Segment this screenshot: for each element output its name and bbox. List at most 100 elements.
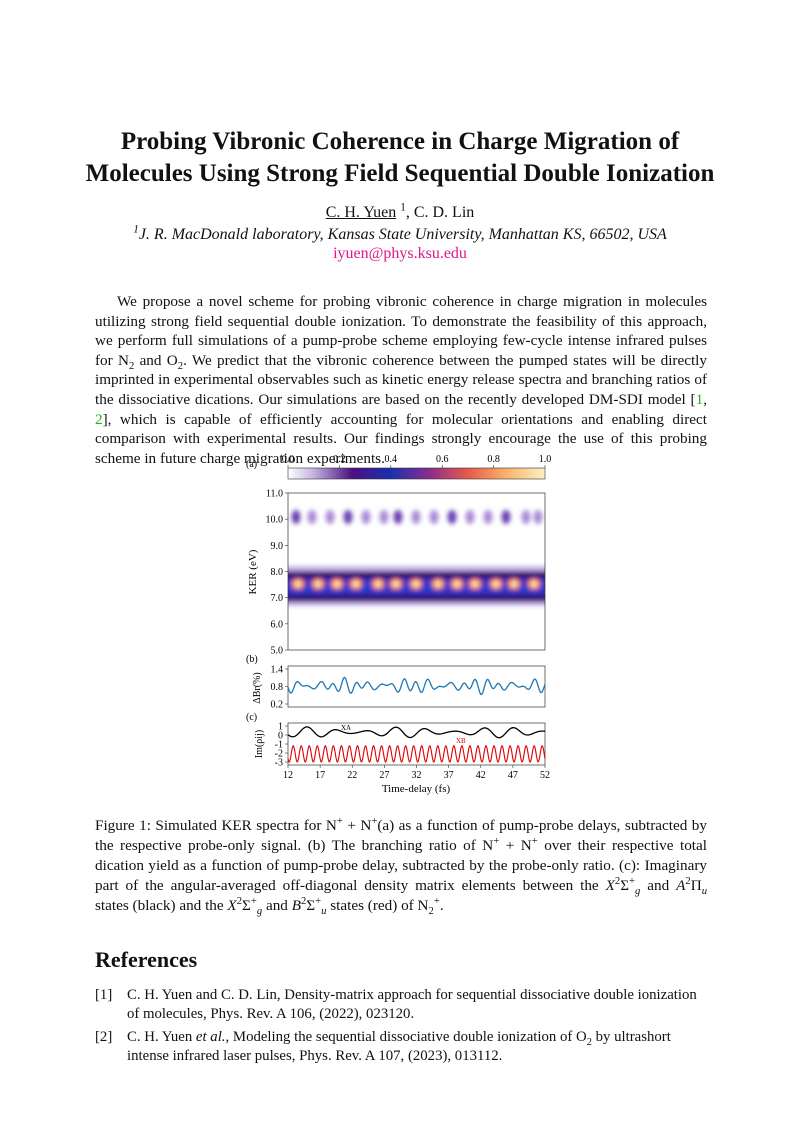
br-tick-label: 1.4 <box>271 665 284 676</box>
ker-tick-label: 10.0 <box>266 515 284 526</box>
time-delay-tick-label: 12 <box>283 770 293 781</box>
ker-hotspot-core <box>492 580 500 588</box>
time-delay-ticks: 12 17 22 27 32 37 42 47 52 <box>283 765 550 781</box>
abstract-text-2: and O <box>134 351 178 369</box>
caption-text-2: + N <box>342 817 372 834</box>
xa-line <box>287 726 546 739</box>
xb-label: XB <box>456 737 466 745</box>
caption-text-9: states (red) of N <box>326 897 429 914</box>
caption-text-6: and <box>640 877 677 894</box>
ker-upper-blob <box>533 510 543 524</box>
time-delay-tick-label: 47 <box>508 770 518 781</box>
ker-hotspot-core <box>314 580 322 588</box>
affiliation-mark: 1 <box>400 201 406 214</box>
im-tick-label: -3 <box>275 758 283 769</box>
im-axis-label: Im(ρij) <box>254 730 265 758</box>
colorbar-tick-label: 1.0 <box>539 454 552 465</box>
im-tick-label: 0 <box>278 731 283 742</box>
citation-1[interactable]: 1 <box>695 390 704 408</box>
abstract-text-3: . We predict that the vibronic coherence… <box>95 351 707 408</box>
abstract-text-4: ], which is capable of efficiently accou… <box>95 410 707 467</box>
colorbar <box>287 467 546 480</box>
reference-number: [1] <box>95 987 113 1003</box>
caption-text-10: . <box>439 897 444 914</box>
ker-upper-blob <box>501 510 511 524</box>
title-line-2: Molecules Using Strong Field Sequential … <box>85 160 715 187</box>
caption-text-1: Figure 1: Simulated KER spectra for N <box>95 817 337 834</box>
time-delay-tick-label: 42 <box>476 770 486 781</box>
time-delay-tick-label: 32 <box>412 770 422 781</box>
caption-text-3: (a) as a function of pump-probe delays, … <box>95 817 707 854</box>
im-tick-label: 1 <box>278 722 283 733</box>
author-lin: , C. D. Lin <box>405 204 475 221</box>
ker-hotspot-core <box>434 580 442 588</box>
xa-label: XA <box>341 724 351 732</box>
reference-item: [1] C. H. Yuen and C. D. Lin, Density-ma… <box>95 986 707 1024</box>
ker-upper-blob <box>411 510 421 524</box>
abstract: We propose a novel scheme for probing vi… <box>95 293 707 467</box>
ker-upper-blob <box>307 510 317 524</box>
time-delay-tick-label: 37 <box>444 770 454 781</box>
ker-tick-label: 6.0 <box>271 619 284 630</box>
ker-heatmap <box>288 510 545 606</box>
ker-upper-blob <box>325 510 335 524</box>
time-delay-tick-label: 52 <box>540 770 550 781</box>
ker-hotspot-core <box>392 580 400 588</box>
colorbar-tick-label: 0.8 <box>487 454 500 465</box>
ker-upper-blob <box>521 510 531 524</box>
ker-heatmap-blur <box>288 510 545 606</box>
ker-hotspot-core <box>374 580 382 588</box>
ker-tick-label: 8.0 <box>271 567 284 578</box>
citation-2[interactable]: 2 <box>95 410 103 428</box>
references-heading: References <box>95 947 198 972</box>
ker-hotspot-core <box>453 580 461 588</box>
caption-text-5: over their respective total dication yie… <box>95 837 707 894</box>
ker-tick-label: 9.0 <box>271 541 284 552</box>
author-list: C. H. Yuen 1, C. D. Lin <box>0 201 800 222</box>
colorbar-tick-label: 0.4 <box>385 454 398 465</box>
ker-tick-label: 5.0 <box>271 646 284 657</box>
caption-text-7: states (black) and the <box>95 897 228 914</box>
affiliation: 1J. R. MacDonald laboratory, Kansas Stat… <box>0 224 800 244</box>
ker-upper-blob <box>361 510 371 524</box>
br-line <box>287 676 546 696</box>
paper-title: Probing Vibronic Coherence in Charge Mig… <box>60 126 740 190</box>
ker-axis-label: KER (eV) <box>247 549 259 594</box>
br-ticks: 1.4 0.8 0.2 <box>271 665 288 711</box>
ker-upper-blob <box>429 510 439 524</box>
panel-c-label: (c) <box>246 712 257 723</box>
xb-line <box>287 744 546 763</box>
email-link[interactable]: iyuen@phys.ksu.edu <box>333 245 467 262</box>
reference-text: C. H. Yuen and C. D. Lin, Density-matrix… <box>127 987 697 1022</box>
ker-tick-label: 11.0 <box>266 489 283 500</box>
figure-1: (a) (b) (c) 0.0 0.2 0.4 0.6 0.8 1.0 11.0 10.0 9… <box>246 454 552 795</box>
title-line-1: Probing Vibronic Coherence in Charge Mig… <box>120 128 680 155</box>
caption-text-8: and <box>262 897 292 914</box>
br-tick-label: 0.8 <box>271 682 284 693</box>
colorbar-tick-label: 0.2 <box>333 454 346 465</box>
ker-hotspot-core <box>294 580 302 588</box>
ker-tick-label: 7.0 <box>271 593 284 604</box>
reference-list: [1] C. H. Yuen and C. D. Lin, Density-ma… <box>95 986 707 1070</box>
caption-text-4: + N <box>499 837 532 854</box>
panel-b-label: (b) <box>246 654 258 665</box>
ker-hotspot-core <box>510 580 518 588</box>
colorbar-tick-label: 0.6 <box>436 454 449 465</box>
im-tick-label: -2 <box>275 749 283 760</box>
br-axis-label: ΔBr(%) <box>252 672 263 703</box>
ker-hotspot-core <box>352 580 360 588</box>
ker-upper-blob <box>379 510 389 524</box>
ker-upper-blob <box>465 510 475 524</box>
time-delay-axis-label: Time-delay (fs) <box>382 783 451 795</box>
ker-upper-blob <box>393 510 403 524</box>
time-delay-tick-label: 22 <box>347 770 357 781</box>
br-frame <box>287 665 546 708</box>
br-tick-label: 0.2 <box>271 700 284 711</box>
reference-item: [2] C. H. Yuen et al., Modeling the sequ… <box>95 1028 707 1066</box>
time-delay-tick-label: 27 <box>379 770 389 781</box>
ker-hotspot-core <box>471 580 479 588</box>
ker-upper-blob <box>291 510 301 524</box>
ker-upper-blob <box>343 510 353 524</box>
reference-number: [2] <box>95 1029 113 1045</box>
reference-text: C. H. Yuen et al., Modeling the sequenti… <box>127 1029 671 1064</box>
